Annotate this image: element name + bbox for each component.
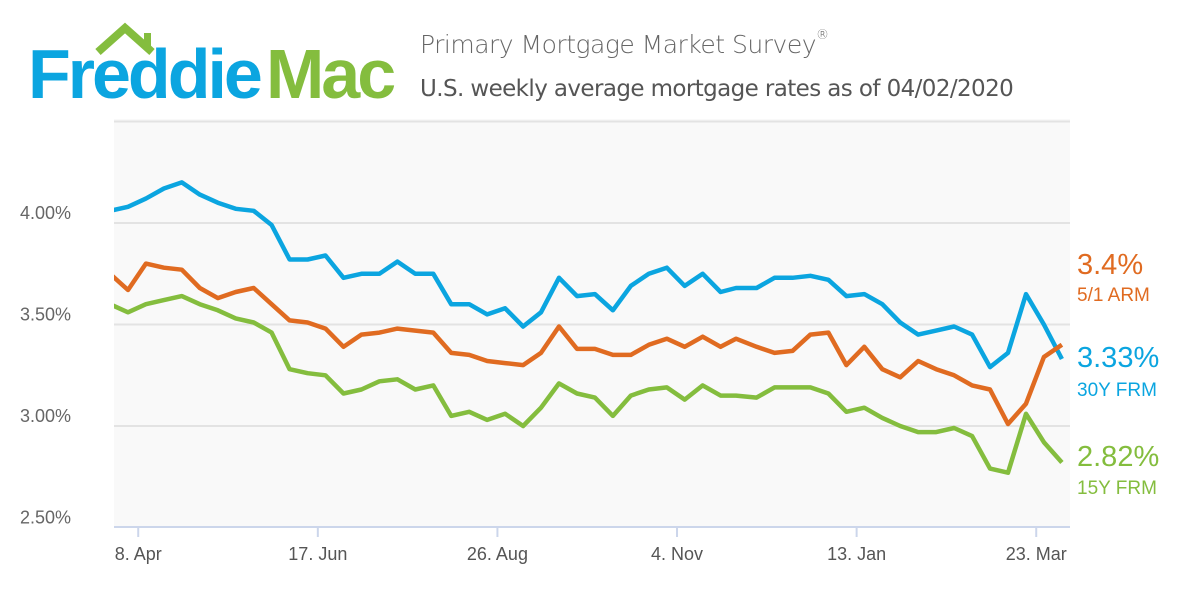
x-tick-label: 4. Nov	[651, 544, 703, 564]
y-tick-label: 4.00%	[20, 203, 71, 223]
y-tick-label: 3.00%	[20, 406, 71, 426]
plot-area	[114, 119, 1070, 527]
logo-text-freddie: Freddie	[28, 35, 263, 113]
series-line-15y-frm	[114, 293, 1064, 475]
x-tick-label: 26. Aug	[467, 544, 528, 564]
y-tick-label: 3.50%	[20, 305, 71, 325]
chart-title: Primary Mortgage Market Survey®	[420, 28, 829, 59]
x-tick-label: 23. Mar	[1006, 544, 1067, 564]
y-tick-label: 2.50%	[20, 508, 71, 528]
chart-subtitle: U.S. weekly average mortgage rates as of…	[420, 76, 1014, 102]
registered-mark: ®	[816, 28, 829, 43]
x-tick-label: 17. Jun	[288, 544, 347, 564]
house-roof-icon	[95, 22, 155, 55]
freddie-mac-logo: Freddie Mac	[28, 14, 396, 113]
latest-rate-label: 3.4%	[1077, 249, 1144, 281]
x-tick-label: 8. Apr	[115, 544, 162, 564]
latest-rate-label: 3.33%	[1077, 342, 1160, 374]
chart-title-text: Primary Mortgage Market Survey	[420, 30, 817, 59]
series-name-label: 30Y FRM	[1077, 380, 1157, 401]
series-name-label: 5/1 ARM	[1077, 285, 1150, 306]
series-line-5-1-arm	[114, 261, 1064, 427]
logo-text-mac: Mac	[266, 35, 396, 113]
series-name-label: 15Y FRM	[1077, 478, 1157, 499]
x-tick-label: 13. Jan	[827, 544, 886, 564]
series-line-30y-frm	[114, 180, 1064, 370]
latest-rate-label: 2.82%	[1077, 441, 1160, 473]
